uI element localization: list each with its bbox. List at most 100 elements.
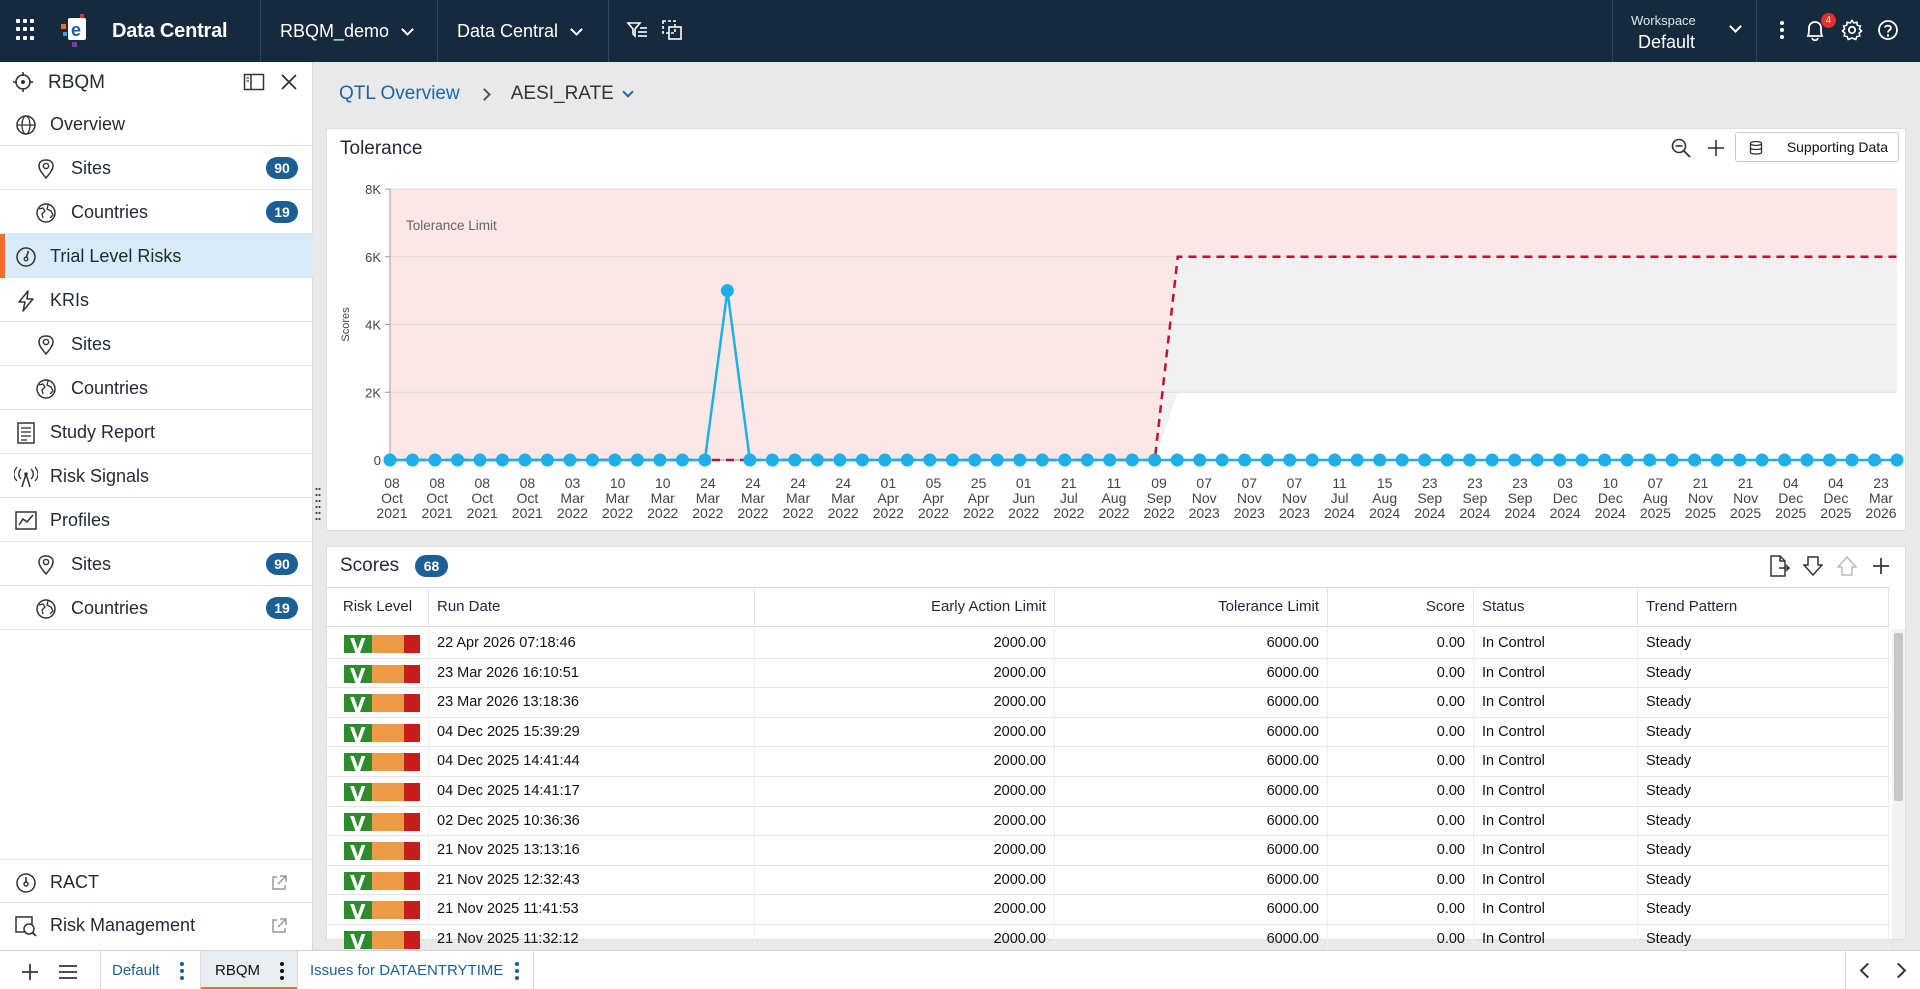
table-row[interactable]: 21 Nov 2025 11:41:532000.006000.000.00In… — [327, 895, 1889, 925]
gear-icon[interactable] — [1841, 19, 1863, 41]
dock-panel-icon[interactable] — [243, 72, 265, 92]
sidebar-item-countries[interactable]: Countries — [0, 366, 313, 410]
sidebar-title: RBQM — [48, 72, 105, 93]
table-row[interactable]: 04 Dec 2025 14:41:442000.006000.000.00In… — [327, 747, 1889, 777]
breadcrumb-qtl-overview-link[interactable]: QTL Overview — [339, 83, 460, 104]
score-data-point — [1170, 453, 1184, 467]
column-header-early-action-limit[interactable]: Early Action Limit — [755, 588, 1055, 628]
supporting-data-button[interactable]: Supporting Data — [1735, 132, 1899, 162]
tab-issues-for-dataentrytime[interactable]: Issues for DATAENTRYTIME — [298, 951, 534, 989]
zoom-out-icon[interactable] — [1670, 137, 1692, 159]
sidebar-item-label: KRIs — [50, 290, 90, 310]
cell-run-date: 23 Mar 2026 13:18:36 — [429, 688, 755, 718]
tab-options-icon[interactable] — [280, 962, 284, 983]
cell-risk-level — [327, 836, 429, 866]
score-data-point — [1350, 453, 1364, 467]
sidebar-item-countries[interactable]: Countries 19 — [0, 586, 313, 630]
column-header-status[interactable]: Status — [1474, 588, 1638, 628]
tab-scroll-right-icon[interactable] — [1890, 962, 1907, 979]
study-selector[interactable]: RBQM_demo — [280, 21, 414, 42]
table-row[interactable]: 04 Dec 2025 15:39:292000.006000.000.00In… — [327, 717, 1889, 748]
sidebar-item-overview[interactable]: Overview — [0, 102, 313, 146]
help-icon[interactable] — [1877, 19, 1899, 41]
x-tick-label: Jun — [1012, 490, 1035, 506]
tab-options-icon[interactable] — [180, 962, 184, 983]
module-selector-label: Data Central — [457, 21, 559, 41]
add-tab-icon[interactable] — [20, 962, 40, 982]
tab-rbqm[interactable]: RBQM — [201, 951, 298, 989]
x-tick-label: 2026 — [1865, 505, 1896, 521]
cell-score: 0.00 — [1328, 865, 1474, 895]
tab-list-menu-icon[interactable] — [58, 962, 78, 982]
column-header-tolerance-limit[interactable]: Tolerance Limit — [1055, 588, 1328, 628]
cell-early-action-limit: 2000.00 — [755, 717, 1055, 747]
sidebar-resize-handle-icon[interactable] — [315, 485, 321, 525]
app-launcher-icon[interactable] — [16, 19, 38, 41]
score-data-point — [428, 453, 442, 467]
x-tick-label: 09 — [1151, 475, 1167, 491]
move-up-icon[interactable] — [1837, 554, 1857, 578]
sidebar-item-study-report[interactable]: Study Report — [0, 410, 313, 454]
column-header-run-date[interactable]: Run Date — [429, 588, 755, 628]
sidebar-item-countries[interactable]: Countries 19 — [0, 190, 313, 234]
sidebar-item-risk-management[interactable]: Risk Management — [0, 903, 313, 947]
tolerance-limit-band-label: Tolerance Limit — [406, 218, 497, 233]
column-header-risk-level[interactable]: Risk Level — [327, 588, 429, 628]
tab-scroll-left-icon[interactable] — [1859, 962, 1876, 979]
scores-table-header: Risk Level Run Date Early Action Limit Tole… — [327, 587, 1889, 628]
score-data-point — [833, 453, 847, 467]
score-data-point — [1890, 453, 1904, 467]
module-selector[interactable]: Data Central — [457, 21, 583, 42]
x-tick-label: 07 — [1648, 475, 1664, 491]
table-row[interactable]: 23 Mar 2026 13:18:362000.006000.000.00In… — [327, 688, 1889, 718]
export-file-icon[interactable] — [1767, 554, 1791, 578]
score-data-point — [855, 453, 869, 467]
workspace-selector[interactable]: Workspace Default — [1612, 0, 1757, 62]
column-header-score[interactable]: Score — [1328, 588, 1474, 628]
add-row-icon[interactable] — [1870, 554, 1892, 578]
sidebar-item-risk-signals[interactable]: Risk Signals — [0, 454, 313, 498]
breadcrumb-current-selector[interactable]: AESI_RATE — [511, 83, 634, 105]
external-link-icon[interactable] — [270, 917, 288, 935]
select-region-icon[interactable] — [661, 19, 683, 41]
table-row[interactable]: 21 Nov 2025 12:32:432000.006000.000.00In… — [327, 865, 1889, 896]
move-down-icon[interactable] — [1803, 554, 1823, 578]
sidebar-item-sites[interactable]: Sites — [0, 322, 313, 366]
add-icon[interactable] — [1705, 137, 1727, 159]
score-data-point — [1485, 453, 1499, 467]
tab-options-icon[interactable] — [515, 962, 519, 983]
filter-list-icon[interactable] — [626, 19, 648, 41]
score-data-point — [1530, 453, 1544, 467]
bell-icon[interactable] — [1804, 19, 1826, 43]
sidebar-item-sites[interactable]: Sites 90 — [0, 146, 313, 190]
x-tick-label: 10 — [655, 475, 671, 491]
x-tick-label: 2021 — [467, 505, 498, 521]
table-row[interactable]: 21 Nov 2025 13:13:162000.006000.000.00In… — [327, 836, 1889, 866]
y-tick-label: 4K — [365, 318, 381, 333]
external-link-icon[interactable] — [270, 874, 288, 892]
cell-early-action-limit: 2000.00 — [755, 747, 1055, 777]
sidebar-item-ract[interactable]: RACT — [0, 859, 313, 903]
scores-panel: Scores 68 Risk Level Run Date Early Action… — [326, 546, 1906, 955]
x-tick-label: 23 — [1512, 475, 1528, 491]
sidebar-item-kris[interactable]: KRIs — [0, 278, 313, 322]
table-row[interactable]: 22 Apr 2026 07:18:462000.006000.000.00In… — [327, 629, 1889, 659]
x-tick-label: 2025 — [1685, 505, 1716, 521]
sidebar-item-trial-level-risks[interactable]: Trial Level Risks — [0, 234, 313, 278]
more-options-icon[interactable] — [1780, 21, 1784, 42]
cell-early-action-limit: 2000.00 — [755, 688, 1055, 718]
column-header-trend-pattern[interactable]: Trend Pattern — [1638, 588, 1889, 628]
table-row[interactable]: 04 Dec 2025 14:41:172000.006000.000.00In… — [327, 777, 1889, 807]
table-scrollbar-thumb[interactable] — [1894, 633, 1903, 801]
table-row[interactable]: 23 Mar 2026 16:10:512000.006000.000.00In… — [327, 658, 1889, 689]
tab-default[interactable]: Default — [100, 951, 201, 989]
score-data-point — [878, 453, 892, 467]
sidebar-item-profiles[interactable]: Profiles — [0, 498, 313, 542]
table-row[interactable]: 02 Dec 2025 10:36:362000.006000.000.00In… — [327, 806, 1889, 837]
x-tick-label: 2024 — [1414, 505, 1445, 521]
cell-status: In Control — [1474, 777, 1638, 806]
close-icon[interactable] — [280, 73, 298, 91]
sidebar-item-sites[interactable]: Sites 90 — [0, 542, 313, 586]
cell-risk-level — [327, 717, 429, 747]
score-data-point — [1553, 453, 1567, 467]
